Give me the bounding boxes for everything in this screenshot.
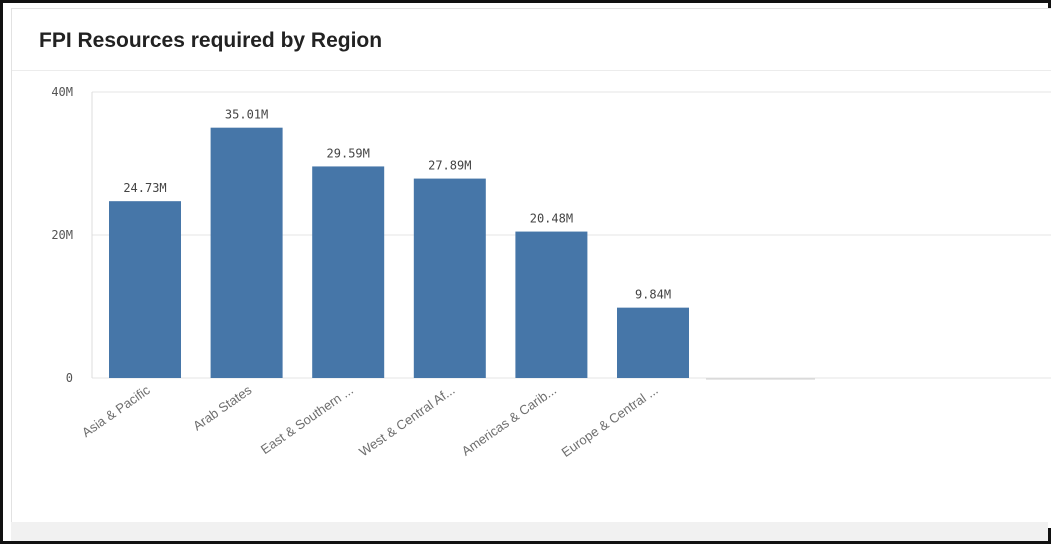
y-tick-label: 0 bbox=[66, 371, 73, 385]
x-tick-label: Asia & Pacific bbox=[79, 382, 153, 440]
data-label: 27.89M bbox=[428, 159, 471, 173]
data-label: 24.73M bbox=[123, 181, 166, 195]
bar bbox=[617, 307, 689, 378]
footer-strip bbox=[11, 522, 1048, 541]
title-bar: FPI Resources required by Region bbox=[12, 9, 1051, 71]
x-tick-label: Europe & Central ... bbox=[559, 382, 661, 460]
x-tick-label: Americas & Carib... bbox=[459, 382, 559, 459]
y-tick-label: 40M bbox=[51, 85, 73, 99]
y-tick-label: 20M bbox=[51, 228, 73, 242]
x-tick-label: East & Southern ... bbox=[258, 382, 356, 457]
x-tick-label: Arab States bbox=[190, 382, 255, 434]
data-label: 9.84M bbox=[635, 288, 671, 302]
data-label: 29.59M bbox=[327, 146, 370, 160]
chart-title: FPI Resources required by Region bbox=[39, 29, 383, 52]
bar bbox=[413, 178, 486, 378]
bar bbox=[210, 127, 283, 378]
data-label: 20.48M bbox=[530, 212, 573, 226]
bar bbox=[515, 231, 588, 378]
x-tick-label: West & Central Af... bbox=[356, 382, 457, 459]
bar bbox=[109, 201, 181, 378]
data-label: 35.01M bbox=[225, 108, 268, 122]
bar bbox=[312, 166, 385, 378]
